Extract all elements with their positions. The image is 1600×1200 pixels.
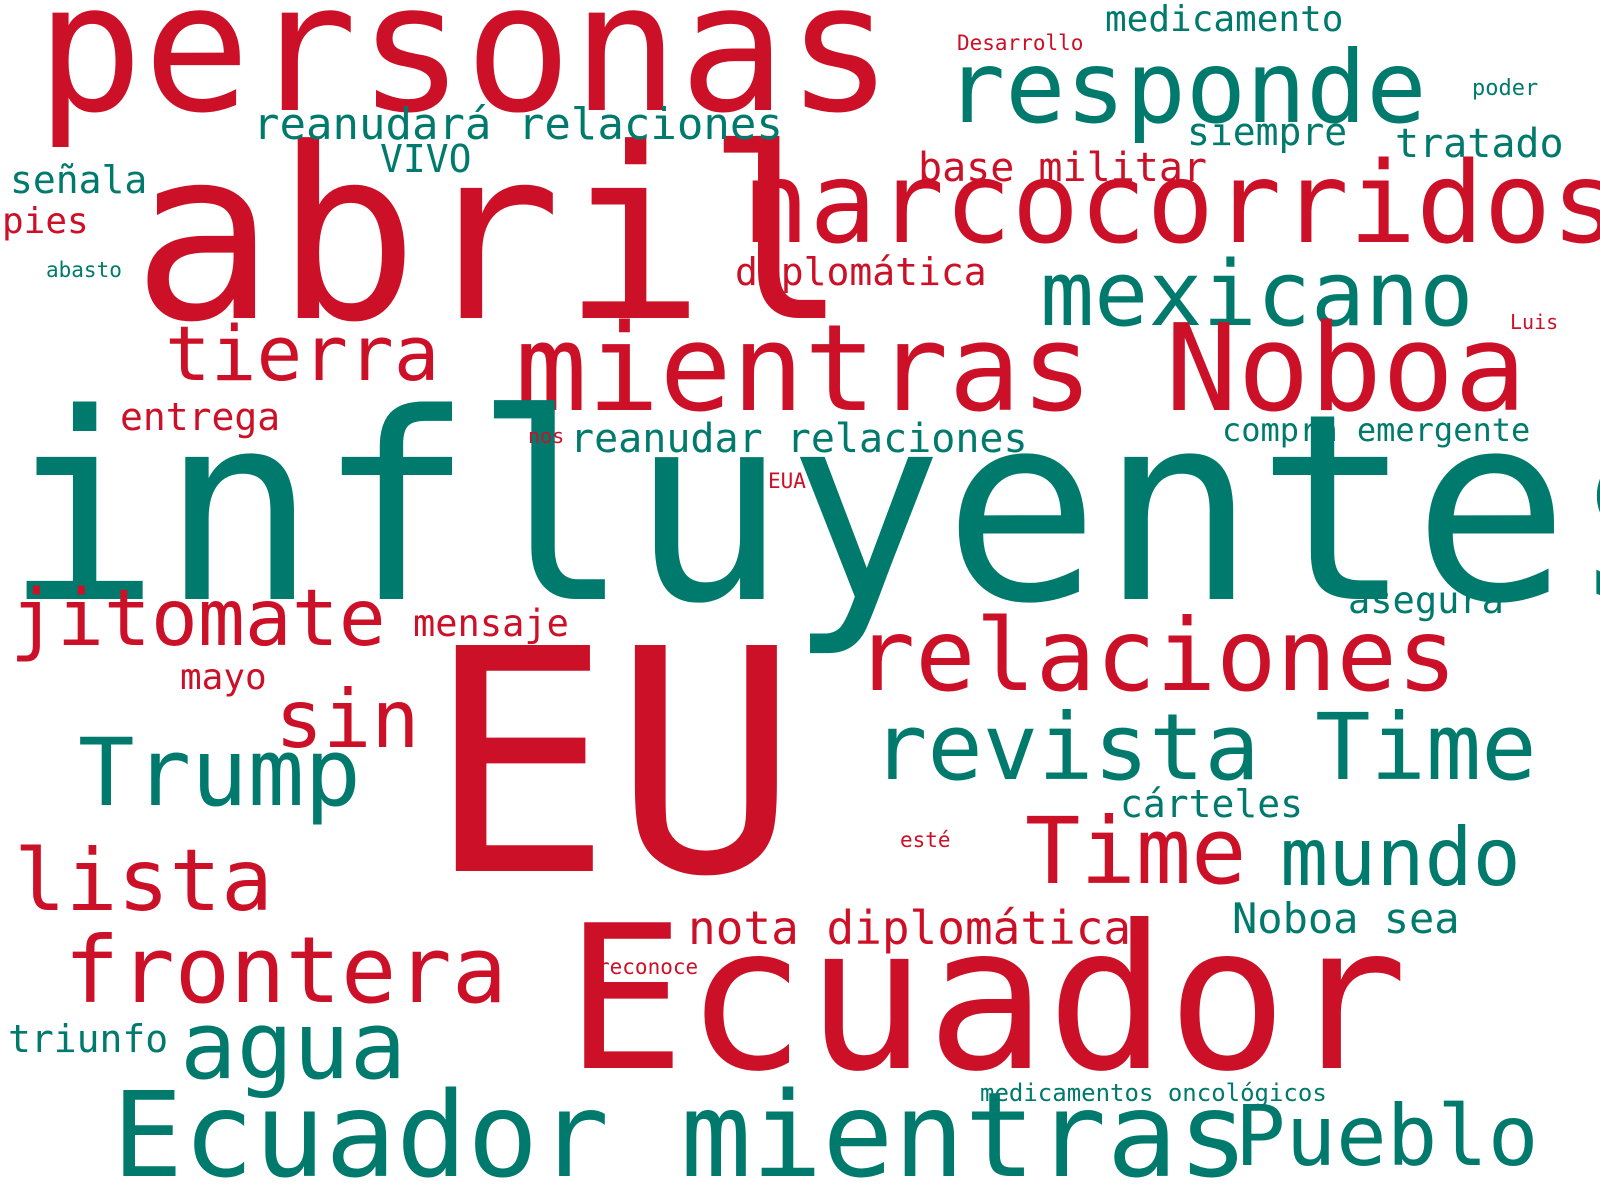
word-ecuador-mientras: Ecuador mientras xyxy=(112,1066,1249,1200)
word-trump: Trump xyxy=(78,719,361,828)
word-reanudar-relaciones: reanudar relaciones xyxy=(570,416,1028,462)
word-frontera: frontera xyxy=(64,917,508,1024)
word-senala: señala xyxy=(10,158,148,202)
word-reanudara-relaciones: reanudará relaciones xyxy=(253,99,783,150)
word-influyentes: influyentes xyxy=(4,359,1600,661)
word-carteles: cárteles xyxy=(1120,782,1304,826)
word-narcocorridos: narcocorridos xyxy=(742,139,1600,269)
word-reconoce: reconoce xyxy=(597,955,699,979)
word-abril: abril xyxy=(132,98,849,375)
word-luis: Luis xyxy=(1510,310,1559,334)
word-medicamento: medicamento xyxy=(1105,0,1344,40)
word-pies: pies xyxy=(2,201,89,242)
word-asegura: asegura xyxy=(1348,579,1504,622)
word-triunfo: triunfo xyxy=(8,1017,169,1061)
word-noboa-sea: Noboa sea xyxy=(1232,894,1460,943)
word-compra-emergente: compra emergente xyxy=(1222,411,1531,449)
word-mayo: mayo xyxy=(180,657,267,698)
word-pueblo: Pueblo xyxy=(1235,1087,1539,1185)
word-base-militar: base militar xyxy=(918,145,1207,191)
word-jitomate: jitomate xyxy=(10,574,386,664)
word-vivo: VIVO xyxy=(380,137,472,181)
word-nos: nos xyxy=(528,424,565,448)
word-tierra: tierra xyxy=(165,309,440,398)
word-eu: EU xyxy=(426,584,800,945)
word-mexicano: mexicano xyxy=(1040,242,1474,347)
word-agua: agua xyxy=(180,992,407,1101)
word-lista: lista xyxy=(14,831,273,931)
word-poder: poder xyxy=(1472,76,1539,101)
word-entrega: entrega xyxy=(120,395,281,439)
word-ecuador: Ecuador xyxy=(565,883,1408,1116)
word-tratado: tratado xyxy=(1395,121,1564,167)
word-abasto: abasto xyxy=(46,258,122,282)
word-mundo: mundo xyxy=(1280,811,1521,904)
word-diplomatica: diplomática xyxy=(735,250,987,294)
word-desarrollo: Desarrollo xyxy=(957,31,1084,55)
word-revista-time: revista Time xyxy=(872,694,1537,801)
word-personas: personas xyxy=(36,0,894,152)
word-siempre: siempre xyxy=(1187,110,1348,154)
word-time: Time xyxy=(1025,798,1247,905)
word-sin: sin xyxy=(275,673,420,766)
word-eua: EUA xyxy=(768,469,806,493)
word-relaciones: relaciones xyxy=(855,597,1458,714)
word-medicamentos-oncologicos: medicamentos oncológicos xyxy=(980,1079,1327,1107)
word-mensaje: mensaje xyxy=(413,602,569,645)
word-mientras-noboa: mientras Noboa xyxy=(515,300,1527,439)
word-nota-diplomatica: nota diplomática xyxy=(688,901,1132,955)
word-este: esté xyxy=(900,828,951,852)
word-responde: responde xyxy=(945,29,1427,146)
